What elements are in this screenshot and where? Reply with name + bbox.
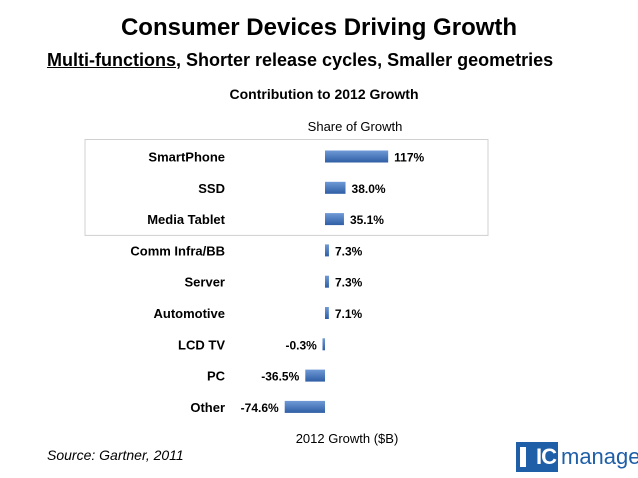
logo-ic-mark: IC — [516, 442, 558, 472]
data-label-smartphone: 117% — [394, 151, 424, 165]
data-label-comm-infra-bb: 7.3% — [335, 244, 363, 258]
chart-title: Contribution to 2012 Growth — [229, 86, 419, 102]
data-label-media-tablet: 35.1% — [350, 213, 384, 227]
slide-subtitle: Multi-functions, Shorter release cycles,… — [47, 50, 553, 71]
subtitle-underlined: Multi-functions — [47, 50, 176, 70]
subtitle-rest: , Shorter release cycles, Smaller geomet… — [175, 50, 554, 70]
category-label-other: Other — [190, 400, 225, 415]
data-label-other: -74.6% — [241, 401, 279, 415]
data-label-ssd: 38.0% — [352, 182, 386, 196]
category-label-smartphone: SmartPhone — [148, 150, 225, 165]
bar-lcd-tv — [322, 338, 325, 351]
category-label-comm-infra-bb: Comm Infra/BB — [130, 243, 225, 258]
data-label-server: 7.3% — [335, 276, 363, 290]
logo-wordmark: manage — [561, 444, 638, 469]
bar-other — [284, 400, 325, 413]
share-of-growth-label: Share of Growth — [308, 119, 403, 134]
category-label-pc: PC — [207, 369, 226, 384]
data-label-pc: -36.5% — [261, 370, 299, 384]
category-label-ssd: SSD — [198, 181, 225, 196]
x-axis-label: 2012 Growth ($B) — [296, 431, 399, 446]
category-label-server: Server — [185, 275, 225, 290]
category-label-media-tablet: Media Tablet — [147, 212, 225, 227]
category-label-lcd-tv: LCD TV — [178, 337, 225, 352]
bar-pc — [305, 369, 325, 382]
bar-server — [325, 275, 329, 288]
data-label-automotive: 7.1% — [335, 307, 363, 321]
icmanage-logo: IC manage — [516, 440, 638, 476]
category-label-automotive: Automotive — [154, 306, 226, 321]
bar-media-tablet — [325, 213, 344, 226]
highlight-box — [84, 139, 489, 236]
bar-comm-infra-bb — [325, 244, 329, 257]
bar-automotive — [325, 307, 329, 319]
bar-smartphone — [325, 150, 389, 163]
slide-title: Consumer Devices Driving Growth — [120, 14, 518, 41]
source-note: Source: Gartner, 2011 — [47, 447, 184, 463]
bar-ssd — [325, 181, 346, 194]
data-label-lcd-tv: -0.3% — [285, 338, 317, 352]
